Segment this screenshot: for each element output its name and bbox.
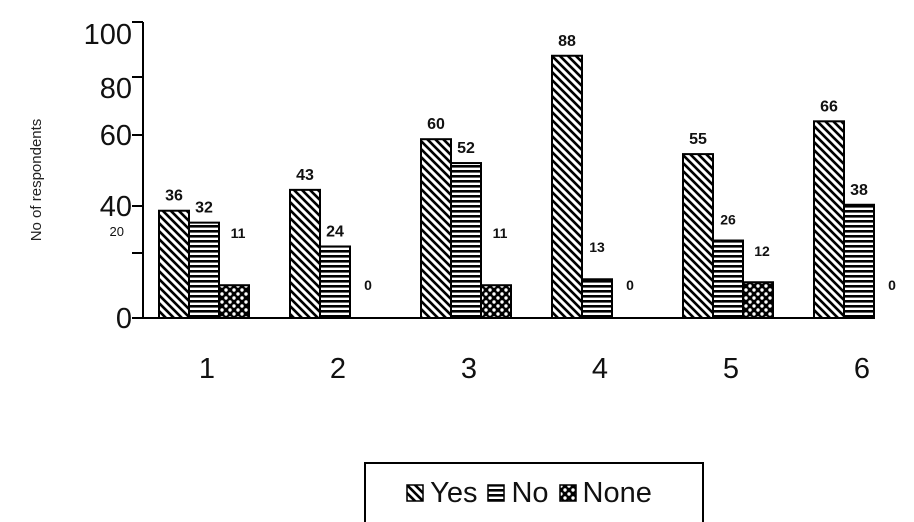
bar-no-4 xyxy=(581,278,613,320)
bar-no-5 xyxy=(712,239,744,320)
bar-none-3 xyxy=(480,284,512,319)
legend-swatch-horizontal xyxy=(487,484,506,502)
data-label-no-2: 24 xyxy=(326,223,344,240)
bar-yes-4 xyxy=(551,54,583,319)
bar-none-1 xyxy=(218,284,250,319)
legend-label-yes: Yes xyxy=(430,476,478,509)
bar-yes-2 xyxy=(289,188,321,319)
legend-swatch-checker xyxy=(558,484,577,502)
data-label-yes-4: 88 xyxy=(558,33,576,50)
data-label-none-4: 0 xyxy=(626,277,634,293)
data-label-no-5: 26 xyxy=(720,212,736,228)
y-tick-label: 80 xyxy=(100,73,132,105)
legend-label-none: None xyxy=(582,476,652,509)
x-tick-label: 2 xyxy=(330,353,346,385)
legend-item-yes: Yes xyxy=(406,477,487,510)
bar-yes-1 xyxy=(158,209,190,319)
legend-item-no: No xyxy=(487,477,558,510)
data-label-no-6: 38 xyxy=(850,182,868,199)
bar-no-6 xyxy=(843,203,875,319)
data-label-none-1: 11 xyxy=(231,225,246,241)
data-label-yes-3: 60 xyxy=(427,116,445,133)
y-tick-label: 100 xyxy=(84,19,132,51)
y-tick-label: 20 xyxy=(110,224,124,239)
x-tick-label: 4 xyxy=(592,353,608,385)
bar-yes-5 xyxy=(682,153,714,319)
data-label-none-2: 0 xyxy=(364,277,372,293)
bar-no-2 xyxy=(319,245,351,319)
data-label-yes-2: 43 xyxy=(296,167,314,184)
data-label-none-5: 12 xyxy=(754,243,770,259)
x-tick-label: 6 xyxy=(854,353,870,385)
y-tick-label: 60 xyxy=(100,120,132,152)
data-label-yes-6: 66 xyxy=(820,98,838,115)
legend-label-no: No xyxy=(511,476,549,509)
bar-yes-6 xyxy=(813,120,845,319)
data-label-no-3: 52 xyxy=(457,140,475,157)
bar-no-1 xyxy=(188,221,220,319)
y-axis-label: No of respondents xyxy=(28,119,45,242)
x-tick-label: 5 xyxy=(723,353,739,385)
data-label-none-3: 11 xyxy=(493,225,508,241)
data-label-yes-1: 36 xyxy=(165,188,183,205)
y-tick-label: 0 xyxy=(116,303,132,335)
data-label-no-1: 32 xyxy=(195,200,213,217)
data-label-yes-5: 55 xyxy=(689,131,707,148)
data-label-none-6: 0 xyxy=(888,277,896,293)
bar-none-5 xyxy=(742,281,774,319)
x-tick-label: 3 xyxy=(461,353,477,385)
bar-no-3 xyxy=(450,162,482,319)
legend-swatch-diagonal xyxy=(406,484,424,502)
bar-yes-3 xyxy=(420,138,452,319)
legend-item-none: None xyxy=(558,476,662,510)
legend: Yes No None xyxy=(364,462,704,522)
data-label-no-4: 13 xyxy=(589,239,605,255)
x-tick-label: 1 xyxy=(199,353,215,385)
y-tick-label: 40 xyxy=(100,191,132,223)
